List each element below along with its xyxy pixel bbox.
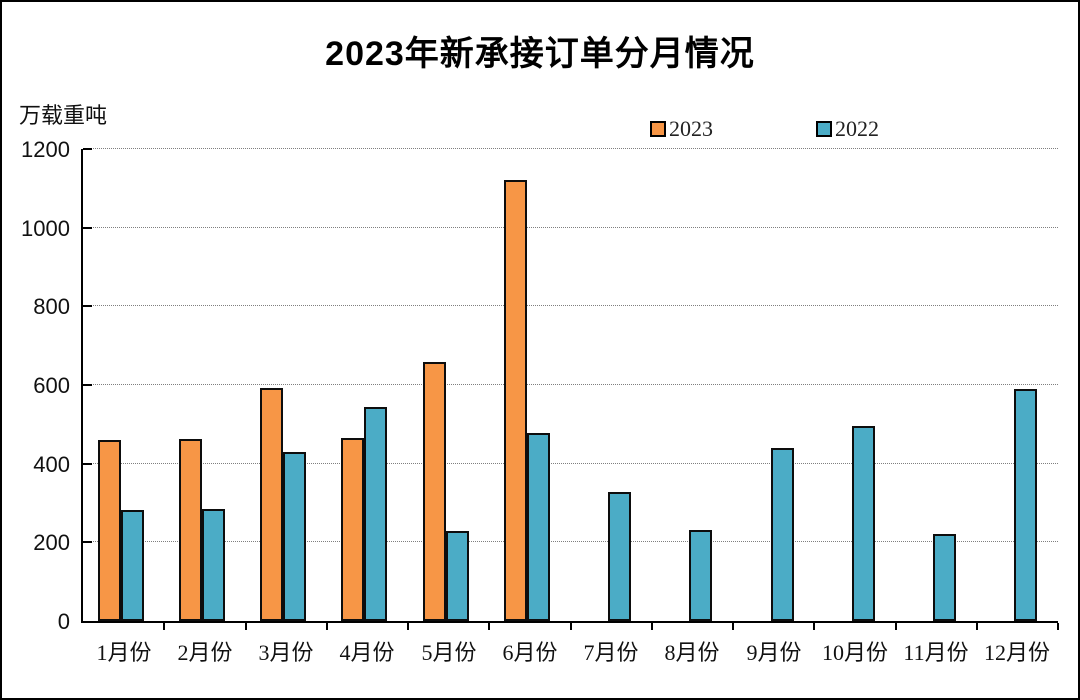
x-axis-label-2月份: 2月份 [177,640,233,665]
bar-2022-8月份 [689,530,712,621]
bar-2022-7月份 [608,492,631,621]
gridline-600 [83,384,1058,385]
bar-2023-4月份 [341,438,364,621]
y-axis-label-400: 400 [33,452,70,477]
chart-title: 2023年新承接订单分月情况 [325,35,755,73]
bar-2023-1月份 [98,440,121,621]
gridline-200 [83,541,1058,542]
y-axis-label-1000: 1000 [21,216,70,241]
y-axis-label-800: 800 [33,294,70,319]
legend-label-2023: 2023 [669,116,713,141]
bar-2022-1月份 [121,510,144,621]
x-axis-label-1月份: 1月份 [96,640,152,665]
gridline-1000 [83,227,1058,228]
bar-2022-4月份 [364,407,387,621]
x-axis-tick-5 [488,623,490,630]
x-axis-label-10月份: 10月份 [821,640,889,665]
x-axis-tick-10 [895,623,897,630]
gridline-1200 [83,148,1058,149]
x-axis-label-7月份: 7月份 [583,640,639,665]
y-axis-tick-600 [83,384,92,386]
y-axis-label-200: 200 [33,530,70,555]
legend-item-2022: 2022 [816,116,879,142]
x-axis-label-12月份: 12月份 [983,640,1051,665]
bar-2022-11月份 [933,534,956,621]
bar-2023-5月份 [423,362,446,621]
y-axis-tick-800 [83,305,92,307]
bar-2023-3月份 [260,388,283,621]
bar-2022-6月份 [527,433,550,621]
bar-2023-2月份 [179,439,202,621]
x-axis-label-9月份: 9月份 [746,640,802,665]
y-axis-unit-label: 万载重吨 [19,103,108,128]
bar-2022-3月份 [283,452,306,621]
bar-2022-2月份 [202,509,225,621]
x-axis-tick-9 [813,623,815,630]
y-axis-tick-200 [83,541,92,543]
x-axis-tick-2 [245,623,247,630]
x-axis-tick-8 [732,623,734,630]
bar-2022-10月份 [852,426,875,621]
plot-area [81,148,1059,630]
bar-2022-12月份 [1014,389,1037,621]
x-axis-tick-6 [570,623,572,630]
y-axis-tick-1200 [83,148,92,150]
y-axis-label-1200: 1200 [21,137,70,162]
x-axis-label-3月份: 3月份 [258,640,314,665]
gridline-400 [83,463,1058,464]
legend-label-2022: 2022 [835,116,879,141]
gridline-800 [83,305,1058,306]
x-axis-tick-3 [326,623,328,630]
x-axis-tick-7 [651,623,653,630]
x-axis-tick-12 [1057,623,1059,630]
x-axis-label-5月份: 5月份 [421,640,477,665]
x-axis-label-6月份: 6月份 [502,640,558,665]
x-axis-label-8月份: 8月份 [664,640,720,665]
x-axis-label-11月份: 11月份 [903,640,969,665]
legend-swatch-2023 [650,121,666,137]
y-axis-label-600: 600 [33,373,70,398]
legend-item-2023: 2023 [650,116,713,142]
x-axis-label-4月份: 4月份 [339,640,395,665]
x-axis-tick-11 [976,623,978,630]
bar-2023-6月份 [504,180,527,621]
y-axis-tick-1000 [83,227,92,229]
y-axis-tick-400 [83,463,92,465]
bar-2022-5月份 [446,531,469,621]
x-axis-tick-4 [407,623,409,630]
y-axis-label-0: 0 [57,609,70,634]
bar-2022-9月份 [771,448,794,621]
legend-swatch-2022 [816,121,832,137]
x-axis-tick-1 [163,623,165,630]
